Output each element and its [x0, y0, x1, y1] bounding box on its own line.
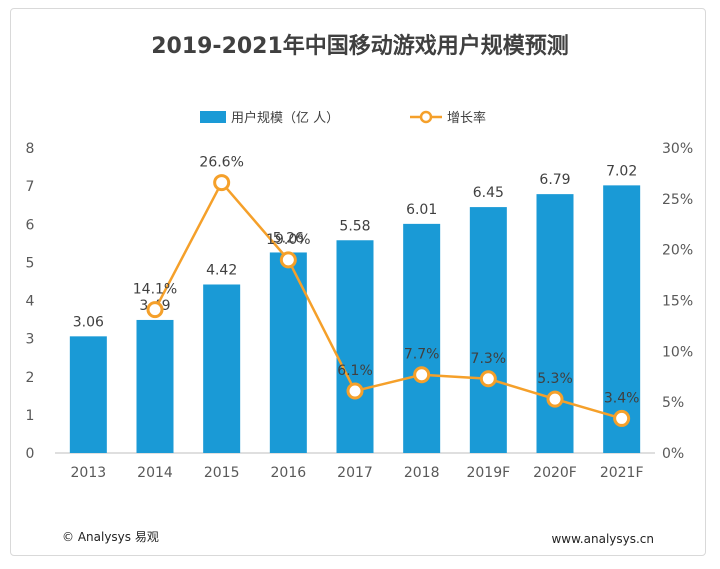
- bar: [603, 185, 641, 454]
- legend-bar-label: 用户规模（亿 人）: [231, 110, 339, 126]
- x-tick-label: 2013: [71, 465, 107, 481]
- chart-title: 2019-2021年中国移动游戏用户规模预测: [151, 34, 569, 59]
- x-tick-label: 2018: [404, 465, 440, 481]
- growth-line: [153, 180, 623, 420]
- x-tick-label: 2019F: [466, 465, 510, 481]
- growth-point: [146, 301, 164, 319]
- x-tick-label: 2016: [271, 465, 307, 481]
- growth-line-series: [146, 174, 631, 427]
- right-tick-label: 0%: [662, 446, 684, 462]
- x-tick-label: 2021F: [600, 465, 644, 481]
- bar-value-label: 6.45: [473, 185, 504, 201]
- growth-value-label: 14.1%: [133, 282, 177, 298]
- website-url[interactable]: www.analysys.cn: [551, 532, 654, 546]
- bar-value-label: 5.26: [273, 230, 304, 246]
- growth-point: [479, 370, 497, 388]
- growth-value-label: 7.3%: [471, 351, 507, 367]
- growth-labels: 14.1% 26.6% 19.0% 6.1% 7.7% 7.3% 5.3% 3.4%: [133, 155, 640, 407]
- bar: [136, 319, 174, 453]
- bar: [536, 194, 574, 453]
- growth-value-label: 3.4%: [604, 390, 640, 406]
- x-tick-label: 2017: [337, 465, 373, 481]
- growth-point: [613, 409, 631, 427]
- left-tick-label: 6: [26, 217, 35, 233]
- left-axis: 0 1 2 3 4 5 6 7 8: [26, 141, 35, 462]
- growth-point: [279, 251, 297, 269]
- left-tick-label: 4: [26, 294, 35, 310]
- growth-point: [213, 174, 231, 192]
- bar: [69, 336, 107, 453]
- left-tick-label: 7: [26, 179, 35, 195]
- growth-value-label: 6.1%: [337, 363, 373, 379]
- right-tick-label: 10%: [662, 344, 693, 360]
- x-axis: 2013 2014 2015 2016 2017 2018 2019F 2020F 2021F: [55, 452, 655, 481]
- growth-value-label: 26.6%: [199, 155, 243, 171]
- legend-line-label: 增长率: [447, 110, 486, 126]
- right-axis: 0% 5% 10% 15% 20% 25% 30%: [662, 141, 693, 462]
- left-tick-label: 0: [26, 446, 35, 462]
- right-tick-label: 15%: [662, 294, 693, 310]
- left-tick-label: 2: [26, 370, 35, 386]
- bar: [203, 284, 241, 453]
- x-tick-label: 2014: [137, 465, 173, 481]
- right-tick-label: 30%: [662, 141, 693, 157]
- bar-value-label: 6.01: [406, 202, 437, 218]
- bar-labels: 3.063.494.425.265.586.016.456.797.02: [73, 163, 638, 330]
- left-tick-label: 3: [26, 332, 35, 348]
- right-tick-label: 25%: [662, 192, 693, 208]
- left-tick-label: 8: [26, 141, 35, 157]
- bars-series: [69, 185, 641, 454]
- growth-point: [546, 390, 564, 408]
- right-tick-label: 20%: [662, 243, 693, 259]
- bar-value-label: 3.06: [73, 314, 104, 330]
- copyright-text: © Analysys 易观: [62, 530, 159, 544]
- growth-value-label: 7.7%: [404, 347, 440, 363]
- bar-value-label: 6.79: [539, 172, 570, 188]
- growth-point: [413, 366, 431, 384]
- left-tick-label: 1: [26, 408, 35, 424]
- x-tick-label: 2015: [204, 465, 240, 481]
- bar: [269, 252, 307, 453]
- bar: [469, 207, 507, 453]
- growth-value-label: 19.0%: [266, 232, 310, 248]
- bar-value-label: 7.02: [606, 163, 637, 179]
- growth-value-label: 5.3%: [537, 371, 573, 387]
- bar-value-label: 5.58: [339, 218, 370, 234]
- right-tick-label: 5%: [662, 395, 684, 411]
- legend: 用户规模（亿 人） 增长率: [200, 110, 486, 126]
- growth-point: [346, 382, 364, 400]
- bar: [403, 223, 441, 453]
- legend-line-marker: [419, 110, 433, 124]
- bar-value-label: 4.42: [206, 262, 237, 278]
- x-tick-label: 2020F: [533, 465, 577, 481]
- legend-bar-swatch: [200, 111, 226, 123]
- bar: [336, 240, 374, 453]
- left-tick-label: 5: [26, 255, 35, 271]
